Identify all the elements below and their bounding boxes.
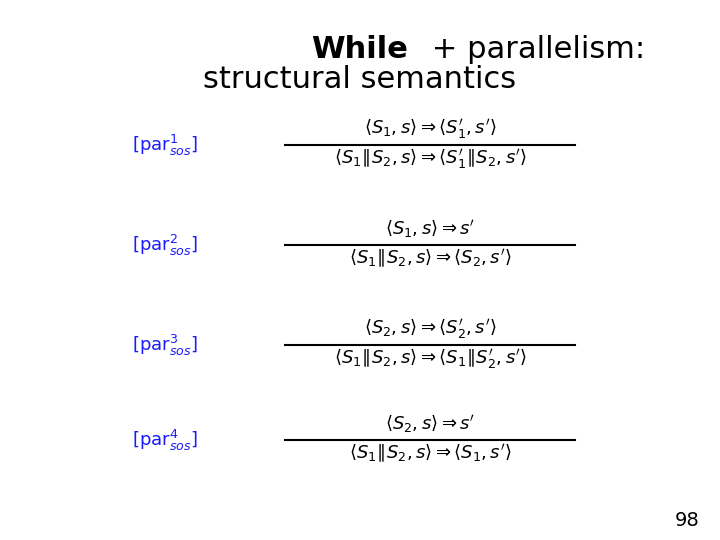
Text: $\langle S_2, s\rangle \Rightarrow \langle S_2', s'\rangle$: $\langle S_2, s\rangle \Rightarrow \lang… [364,317,496,341]
Text: $[\mathrm{par}^4_{sos}]$: $[\mathrm{par}^4_{sos}]$ [132,428,198,453]
Text: $[\mathrm{par}^3_{sos}]$: $[\mathrm{par}^3_{sos}]$ [132,333,198,357]
Text: $\langle S_1, s\rangle \Rightarrow s'$: $\langle S_1, s\rangle \Rightarrow s'$ [385,218,475,240]
Text: While: While [312,36,408,64]
Text: $\langle S_1\!\parallel\! S_2, s\rangle \Rightarrow \langle S_2, s'\rangle$: $\langle S_1\!\parallel\! S_2, s\rangle … [348,248,511,270]
Text: $\langle S_1, s\rangle \Rightarrow \langle S_1', s'\rangle$: $\langle S_1, s\rangle \Rightarrow \lang… [364,117,496,141]
Text: + parallelism:: + parallelism: [422,36,645,64]
Text: $\langle S_1\!\parallel\! S_2, s\rangle \Rightarrow \langle S_1, s'\rangle$: $\langle S_1\!\parallel\! S_2, s\rangle … [348,443,511,465]
Text: $[\mathrm{par}^1_{sos}]$: $[\mathrm{par}^1_{sos}]$ [132,132,198,158]
Text: $[\mathrm{par}^2_{sos}]$: $[\mathrm{par}^2_{sos}]$ [132,232,198,258]
Text: $\langle S_2, s\rangle \Rightarrow s'$: $\langle S_2, s\rangle \Rightarrow s'$ [385,413,475,435]
Text: $\langle S_1\!\parallel\! S_2, s\rangle \Rightarrow \langle S_1'\!\parallel\! S_: $\langle S_1\!\parallel\! S_2, s\rangle … [333,147,526,171]
Text: 98: 98 [675,511,700,530]
Text: structural semantics: structural semantics [204,65,516,94]
Text: $\langle S_1\!\parallel\! S_2, s\rangle \Rightarrow \langle S_1\!\parallel\! S_2: $\langle S_1\!\parallel\! S_2, s\rangle … [333,347,526,371]
